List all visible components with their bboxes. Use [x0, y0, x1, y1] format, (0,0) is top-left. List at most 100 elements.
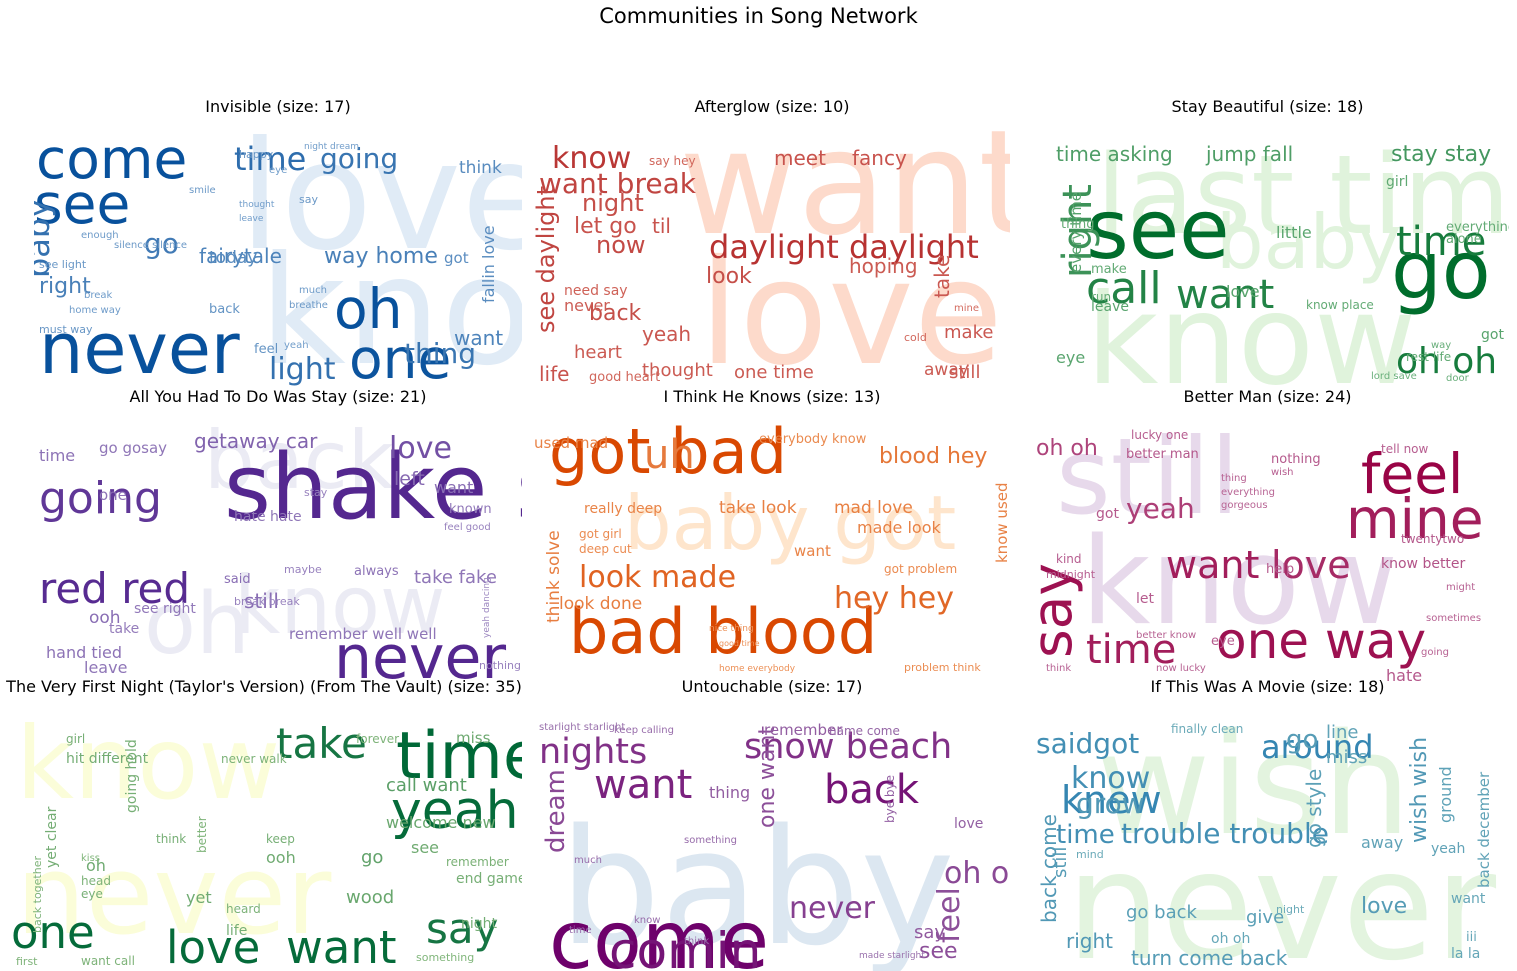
- wordcloud-word: know: [634, 915, 660, 926]
- wordcloud-word: time asking: [1056, 142, 1173, 166]
- wordcloud-word: going: [39, 473, 162, 524]
- wordcloud-word: everything: [1221, 487, 1275, 498]
- wordcloud-word: think: [1046, 663, 1071, 674]
- wordcloud-word: much: [299, 285, 327, 296]
- wordcloud-word: enough: [81, 230, 119, 241]
- wordcloud-word: oh: [86, 856, 106, 875]
- panel-title: If This Was A Movie (size: 18): [1150, 677, 1385, 696]
- wordcloud-word: nice thing: [709, 624, 754, 634]
- wordcloud-word: want: [679, 123, 1010, 268]
- wordcloud-word: love: [699, 229, 1003, 391]
- wordcloud-word: call: [1086, 263, 1162, 314]
- wordcloud-word: la la: [1451, 946, 1480, 962]
- wordcloud-word: see daylight: [534, 186, 560, 333]
- wordcloud-word: good heart: [589, 370, 660, 385]
- wordcloud-word: go: [1286, 725, 1318, 755]
- panel-title: Better Man (size: 24): [1183, 387, 1352, 406]
- wordcloud-panel: I Think He Knows (size: 13) baby got got b…: [534, 387, 1010, 681]
- wordcloud-word: love: [389, 431, 452, 466]
- wordcloud-word: breathe: [289, 300, 328, 311]
- wordcloud-word: night: [461, 916, 498, 932]
- wordcloud-word: time: [396, 719, 522, 794]
- wordcloud-word: eye: [269, 165, 287, 176]
- wordcloud-word: til: [652, 214, 671, 238]
- panel-title: Afterglow (size: 10): [694, 97, 850, 116]
- wordcloud-word: heart: [574, 342, 622, 363]
- wordcloud-word: still: [244, 589, 279, 613]
- wordcloud-word: forever: [356, 732, 399, 746]
- wordcloud-word: hate: [1386, 666, 1422, 681]
- wordcloud-word: known: [449, 502, 492, 517]
- wordcloud-word: take: [930, 255, 954, 298]
- wordcloud-word: eye: [1056, 348, 1085, 367]
- wordcloud-word: hit different: [66, 751, 149, 767]
- wordcloud-word: deep cut: [579, 542, 632, 556]
- wordcloud-word: light: [269, 352, 336, 387]
- wordcloud-word: turn come back: [1131, 946, 1288, 970]
- wordcloud-word: got: [1096, 506, 1119, 522]
- wordcloud-word: little: [1276, 223, 1312, 242]
- wordcloud-word: bad blood: [569, 595, 877, 668]
- wordcloud-word: take look: [719, 498, 797, 518]
- wordcloud-panel: If This Was A Movie (size: 18) wish never a…: [1026, 677, 1509, 971]
- wordcloud-word: today: [209, 248, 257, 268]
- wordcloud-word: maybe: [284, 563, 322, 576]
- wordcloud-word: yeah: [1431, 841, 1465, 857]
- wordcloud-word: used mad: [534, 434, 608, 452]
- wordcloud-word: everybody know: [759, 432, 867, 447]
- wordcloud-panel: Stay Beautiful (size: 18) last timeknowba…: [1026, 97, 1509, 391]
- wordcloud-word: mind: [1076, 848, 1104, 861]
- wordcloud-word: blood hey: [879, 444, 987, 469]
- wordcloud-word: better man: [1126, 447, 1199, 462]
- wordcloud-word: back come: [1037, 814, 1061, 923]
- wordcloud-word: want: [594, 762, 692, 808]
- wordcloud-word: uh: [644, 432, 695, 478]
- wordcloud-area: oh back know shake shake never red red going lo…: [34, 413, 522, 681]
- wordcloud-svg: knownevertimeyeahonelovewanttakesaycall …: [11, 705, 522, 971]
- wordcloud-word: want call: [81, 954, 135, 968]
- wordcloud-word: eye: [81, 887, 103, 901]
- wordcloud-word: getaway car: [194, 429, 318, 453]
- wordcloud-word: first: [16, 955, 38, 968]
- wordcloud-word: every time: [1067, 192, 1085, 273]
- wordcloud-word: starlight starlight: [539, 722, 625, 733]
- wordcloud-word: fallin love: [479, 225, 498, 303]
- wordcloud-word: red red: [39, 564, 190, 613]
- wordcloud-word: yeah: [642, 322, 691, 346]
- wordcloud-word: look made: [579, 560, 736, 595]
- wordcloud-word: want: [434, 478, 473, 497]
- wordcloud-word: really deep: [584, 501, 662, 517]
- wordcloud-word: know better: [1381, 556, 1466, 572]
- wordcloud-word: one: [99, 486, 127, 504]
- wordcloud-word: want: [1176, 272, 1274, 318]
- wordcloud-word: hate hate: [234, 509, 302, 525]
- wordcloud-word: oh oh: [1036, 436, 1098, 461]
- wordcloud-word: want: [1166, 543, 1259, 587]
- wordcloud-word: time: [1396, 219, 1486, 265]
- wordcloud-word: away: [924, 360, 969, 380]
- wordcloud-word: keep calling: [614, 725, 674, 736]
- wordcloud-word: think solve: [544, 530, 564, 623]
- wordcloud-panel: Better Man (size: 24) know still feel say one…: [1026, 387, 1509, 681]
- wordcloud-word: bye bye: [883, 775, 897, 823]
- wordcloud-word: thing: [1061, 217, 1094, 232]
- wordcloud-area: wish never around knew trouble trouble know ti…: [1026, 703, 1509, 971]
- wordcloud-word: meet: [774, 146, 826, 170]
- wordcloud-word: kiss: [81, 853, 100, 864]
- wordcloud-word: back december: [1475, 771, 1493, 888]
- wordcloud-word: back: [589, 301, 642, 326]
- wordcloud-word: love: [1226, 282, 1260, 301]
- wordcloud-word: heard: [226, 902, 261, 916]
- wordcloud-word: run: [1091, 290, 1111, 304]
- wordcloud-word: love: [954, 816, 983, 832]
- figure-title: Communities in Song Network: [599, 4, 918, 28]
- wordcloud-word: time: [569, 925, 592, 936]
- wordcloud-word: night dream: [304, 142, 359, 152]
- wordcloud-word: snow beach: [744, 727, 952, 767]
- wordcloud-word: leave: [84, 658, 127, 677]
- wordcloud-word: yet clear: [44, 806, 60, 868]
